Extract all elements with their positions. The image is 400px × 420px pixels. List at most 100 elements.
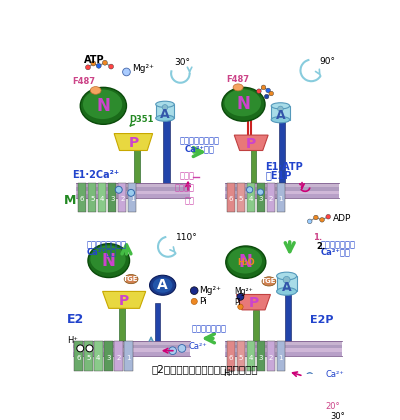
Circle shape xyxy=(261,85,266,89)
Bar xyxy=(134,150,140,183)
Bar xyxy=(256,341,265,371)
Ellipse shape xyxy=(262,277,276,286)
Ellipse shape xyxy=(228,248,262,273)
Text: Mg²⁺: Mg²⁺ xyxy=(234,287,253,296)
Bar xyxy=(271,106,290,120)
Text: Mg²⁺: Mg²⁺ xyxy=(133,63,154,73)
Bar xyxy=(156,104,174,118)
Circle shape xyxy=(91,61,96,66)
Bar xyxy=(94,341,102,371)
Bar xyxy=(253,310,258,341)
Bar xyxy=(246,183,255,212)
Text: 内腔: 内腔 xyxy=(184,197,194,206)
Bar xyxy=(225,349,342,352)
Bar xyxy=(246,341,255,371)
Text: M: M xyxy=(64,194,76,207)
Bar xyxy=(225,186,339,191)
Text: P: P xyxy=(119,294,129,308)
Bar xyxy=(84,341,92,371)
Bar xyxy=(277,341,285,371)
Ellipse shape xyxy=(90,87,101,94)
Text: N: N xyxy=(96,97,110,115)
Circle shape xyxy=(320,218,324,222)
Circle shape xyxy=(162,105,168,110)
Circle shape xyxy=(190,287,198,294)
Text: TGE: TGE xyxy=(261,278,277,284)
Text: 1: 1 xyxy=(126,354,131,361)
Text: 2: 2 xyxy=(269,354,273,361)
Bar xyxy=(74,341,82,371)
Text: 2: 2 xyxy=(116,354,120,361)
Bar xyxy=(225,191,339,194)
Circle shape xyxy=(269,91,274,96)
Ellipse shape xyxy=(226,246,266,278)
Ellipse shape xyxy=(222,87,265,121)
Text: P: P xyxy=(248,296,259,310)
Bar xyxy=(118,183,126,212)
Ellipse shape xyxy=(153,278,172,293)
Text: 1: 1 xyxy=(278,196,283,202)
Bar xyxy=(286,291,291,341)
Circle shape xyxy=(128,189,134,196)
Bar xyxy=(124,341,133,371)
Text: F487: F487 xyxy=(226,75,250,84)
Text: 6: 6 xyxy=(76,354,80,361)
Text: 2: 2 xyxy=(120,196,124,202)
Polygon shape xyxy=(102,291,146,308)
Text: Pi: Pi xyxy=(234,298,241,307)
Text: 3: 3 xyxy=(110,196,114,202)
Bar xyxy=(154,303,160,341)
Bar xyxy=(267,341,275,371)
Text: 4: 4 xyxy=(96,354,100,361)
Ellipse shape xyxy=(224,89,261,116)
Bar xyxy=(72,344,190,349)
Ellipse shape xyxy=(80,87,126,124)
Text: 4: 4 xyxy=(249,354,253,361)
Text: 6: 6 xyxy=(228,354,233,361)
Circle shape xyxy=(169,347,176,354)
Text: Ca²⁺: Ca²⁺ xyxy=(325,370,344,379)
Text: 90°: 90° xyxy=(319,57,335,66)
Bar xyxy=(225,344,342,349)
Text: E1·ATP: E1·ATP xyxy=(266,163,303,173)
Text: F487: F487 xyxy=(72,77,96,86)
Text: N: N xyxy=(102,252,116,270)
Bar xyxy=(277,276,297,291)
Text: 細胞質側ゲート開: 細胞質側ゲート開 xyxy=(86,240,126,249)
Text: D351: D351 xyxy=(130,115,154,124)
Circle shape xyxy=(266,88,270,93)
Circle shape xyxy=(96,63,101,68)
Circle shape xyxy=(316,376,322,383)
Circle shape xyxy=(237,293,244,300)
Bar xyxy=(226,183,235,212)
Text: 5: 5 xyxy=(90,196,94,202)
Bar xyxy=(164,118,170,183)
Bar xyxy=(72,341,190,344)
Text: 3: 3 xyxy=(258,354,263,361)
Text: 図2．カルシウムポンプ機構の模式図: 図2．カルシウムポンプ機構の模式図 xyxy=(152,364,258,374)
Bar xyxy=(98,183,106,212)
Text: 内腔側ゲート開: 内腔側ゲート開 xyxy=(320,240,356,249)
Text: E1·2Ca²⁺: E1·2Ca²⁺ xyxy=(72,170,120,180)
Text: 5: 5 xyxy=(239,354,243,361)
Circle shape xyxy=(257,189,264,195)
Circle shape xyxy=(123,68,130,76)
Circle shape xyxy=(308,219,312,223)
Ellipse shape xyxy=(156,115,174,121)
Text: E2P: E2P xyxy=(310,315,333,325)
Circle shape xyxy=(86,345,93,352)
Ellipse shape xyxy=(156,101,174,108)
Text: 1: 1 xyxy=(130,196,134,202)
Text: 30°: 30° xyxy=(330,412,345,420)
Ellipse shape xyxy=(277,288,297,295)
Ellipse shape xyxy=(124,275,138,284)
Text: Mg²⁺: Mg²⁺ xyxy=(200,286,222,295)
Circle shape xyxy=(108,64,114,69)
Bar xyxy=(226,341,235,371)
Text: 1: 1 xyxy=(278,354,283,361)
Bar xyxy=(119,308,125,341)
Bar xyxy=(277,183,285,212)
Bar xyxy=(267,183,275,212)
Text: Ca²⁺: Ca²⁺ xyxy=(188,342,207,352)
Bar xyxy=(279,120,285,183)
